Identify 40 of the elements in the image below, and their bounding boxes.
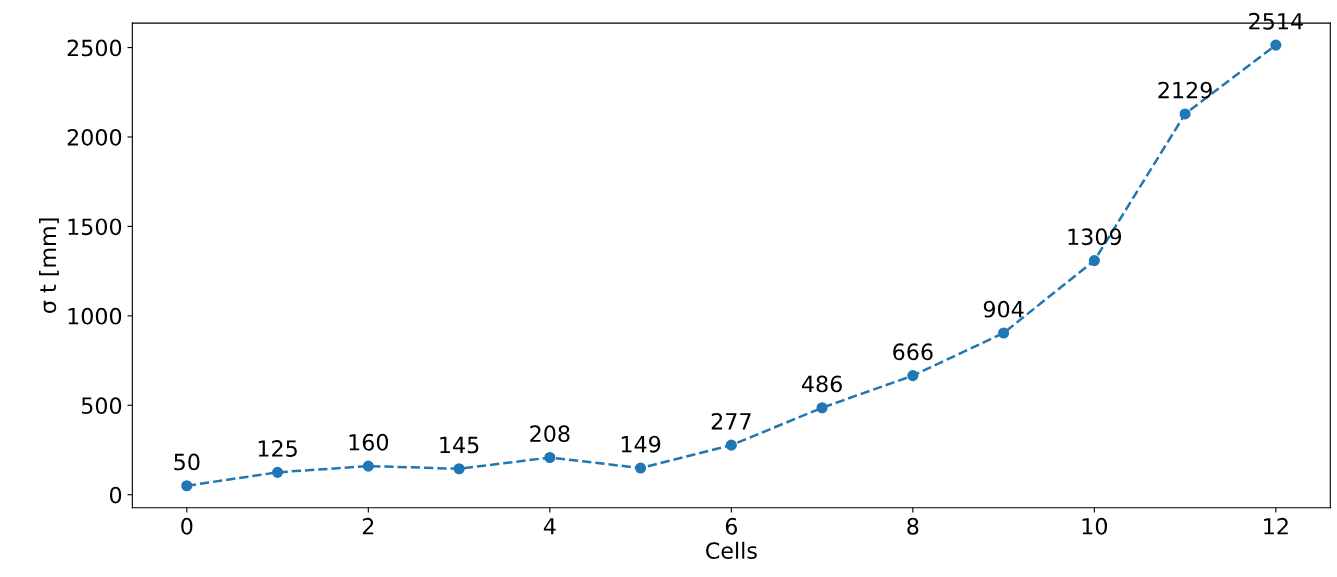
data-label: 125	[258, 440, 297, 457]
point	[544, 451, 556, 464]
data-label: 149	[621, 435, 661, 453]
point	[816, 402, 828, 414]
x-tick-label: 2	[362, 517, 374, 535]
point	[1179, 108, 1191, 120]
point	[998, 327, 1010, 339]
x-tick-label: 0	[181, 517, 193, 535]
point	[453, 463, 465, 475]
data-label: 904	[983, 300, 1024, 318]
point	[1088, 255, 1100, 267]
y-tick-label: 2500	[67, 39, 122, 57]
y-tick-label: 0	[109, 486, 122, 504]
point	[1270, 39, 1282, 51]
data-label: 50	[174, 453, 200, 471]
point	[181, 480, 193, 492]
point	[907, 370, 919, 382]
data-label: 160	[349, 433, 389, 451]
x-tick-label: 12	[1264, 517, 1288, 535]
data-label: 1309	[1068, 228, 1122, 246]
y-tick-label: 1000	[68, 307, 122, 325]
y-axis-title: σ t [mm]	[39, 218, 59, 313]
x-tick-label: 4	[543, 518, 556, 535]
data-label: 2129	[1158, 81, 1212, 99]
point	[272, 466, 284, 478]
data-label: 486	[801, 375, 842, 393]
x-tick-label: 10	[1082, 517, 1108, 535]
point	[635, 462, 647, 474]
point	[725, 439, 737, 451]
data-label: 277	[711, 412, 751, 430]
y-tick-label: 1500	[68, 218, 122, 236]
point	[362, 460, 374, 472]
x-tick-label: 8	[907, 517, 919, 535]
x-axis-title: Cells	[706, 541, 757, 559]
x-tick-label: 6	[725, 517, 738, 535]
y-tick-label: 500	[81, 397, 122, 415]
data-label: 666	[893, 343, 933, 361]
data-label: 145	[440, 436, 479, 454]
data-label: 208	[530, 425, 570, 443]
y-tick-label: 2000	[67, 128, 122, 146]
